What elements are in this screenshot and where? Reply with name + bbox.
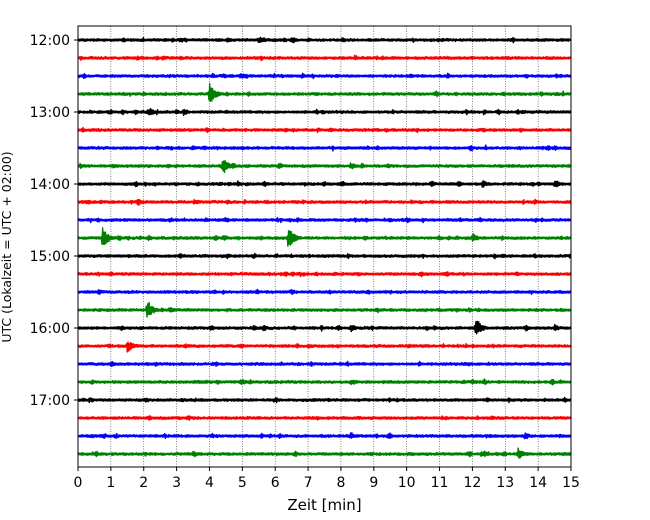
y-tick-label: 15:00 xyxy=(30,249,70,265)
x-tick-label: 9 xyxy=(369,475,378,491)
trace-line xyxy=(77,288,572,296)
trace-line xyxy=(77,160,572,174)
trace-line xyxy=(77,301,572,318)
seismic-traces xyxy=(77,36,572,459)
trace-line xyxy=(77,82,572,102)
x-tick-label: 1 xyxy=(106,475,115,491)
trace-line xyxy=(77,126,572,134)
y-tick-label: 13:00 xyxy=(30,105,70,121)
trace-line xyxy=(77,72,572,80)
y-axis-ticks: 12:00 13:00 14:00 15:00 16:00 17:00 xyxy=(30,33,78,409)
trace-line xyxy=(77,271,572,278)
trace-line xyxy=(77,198,572,206)
trace-line xyxy=(77,432,572,440)
y-tick-label: 14:00 xyxy=(30,177,70,193)
trace-line xyxy=(77,180,572,188)
x-tick-label: 6 xyxy=(271,475,280,491)
plot-frame xyxy=(77,25,572,468)
x-tick-label: 7 xyxy=(304,475,313,491)
trace-line xyxy=(77,107,572,116)
trace-line xyxy=(77,227,572,247)
trace-line xyxy=(77,216,572,224)
trace-line xyxy=(77,252,572,260)
trace-line xyxy=(77,54,572,62)
grid-lines xyxy=(110,26,539,467)
x-tick-label: 10 xyxy=(398,475,416,491)
x-axis-ticks: 0 1 2 3 4 5 6 7 8 9 10 11 12 13 14 15 xyxy=(74,467,580,491)
x-tick-label: 5 xyxy=(238,475,247,491)
x-tick-label: 4 xyxy=(205,475,214,491)
x-tick-label: 11 xyxy=(431,475,449,491)
x-tick-label: 14 xyxy=(529,475,547,491)
trace-line xyxy=(77,341,572,353)
trace-line xyxy=(77,415,572,421)
y-tick-label: 17:00 xyxy=(30,393,70,409)
trace-line xyxy=(77,378,572,386)
trace-line xyxy=(77,36,572,44)
x-tick-label: 8 xyxy=(336,475,345,491)
x-tick-label: 12 xyxy=(463,475,481,491)
trace-line xyxy=(77,320,572,335)
x-tick-label: 13 xyxy=(496,475,514,491)
trace-line xyxy=(77,144,572,152)
trace-line xyxy=(77,447,572,459)
trace-line xyxy=(77,396,572,404)
x-tick-label: 2 xyxy=(139,475,148,491)
y-axis-title: UTC (Lokalzeit = UTC + 02:00) xyxy=(0,151,14,342)
x-tick-label: 0 xyxy=(74,475,83,491)
x-tick-label: 15 xyxy=(562,475,580,491)
y-tick-label: 12:00 xyxy=(30,33,70,49)
trace-line xyxy=(77,360,572,368)
y-tick-label: 16:00 xyxy=(30,321,70,337)
x-tick-label: 3 xyxy=(172,475,181,491)
x-axis-title: Zeit [min] xyxy=(287,496,361,514)
